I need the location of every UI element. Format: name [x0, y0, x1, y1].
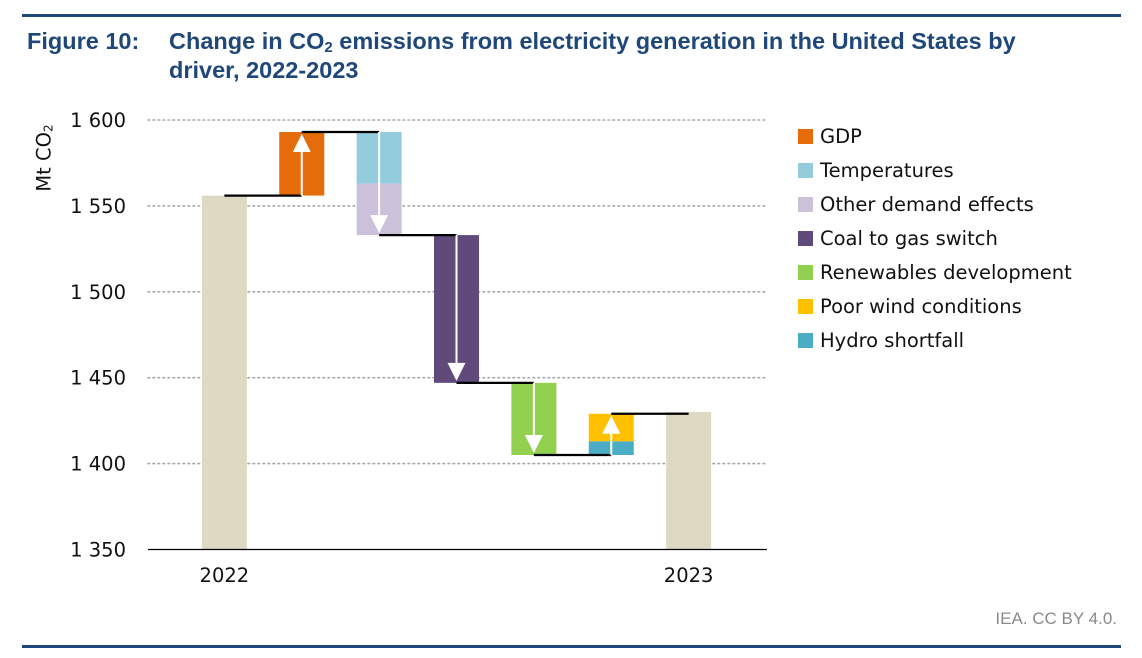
legend-item: Renewables development [798, 255, 1072, 289]
y-tick-label: 1 550 [70, 195, 126, 218]
figure-label: Figure 10: [27, 28, 140, 54]
bar-total-2022 [201, 195, 247, 550]
arrow-up-icon [292, 134, 311, 153]
legend-swatch [798, 332, 813, 348]
arrow-up-icon [602, 415, 621, 434]
top-rule [22, 14, 1121, 17]
legend-swatch [798, 264, 813, 280]
legend-item: Coal to gas switch [798, 221, 1072, 255]
legend-item: Temperatures [798, 153, 1072, 187]
bars [201, 132, 712, 550]
legend: GDP Temperatures Other demand effects Coal … [798, 119, 1072, 357]
legend-swatch [798, 196, 813, 212]
figure-title: Figure 10: Change in CO2 emissions from e… [27, 27, 1127, 85]
x-tick-label: 2022 [200, 564, 250, 587]
legend-swatch [798, 128, 813, 144]
y-tick-label: 1 450 [70, 367, 126, 390]
y-tick-label: 1 600 [70, 109, 126, 132]
bar-total-2023 [666, 412, 712, 550]
legend-label: GDP [820, 124, 862, 148]
legend-label: Coal to gas switch [820, 226, 998, 250]
legend-label: Other demand effects [820, 192, 1034, 216]
legend-label: Poor wind conditions [820, 294, 1022, 318]
y-tick-label: 1 500 [70, 281, 126, 304]
source-credit: IEA. CC BY 4.0. [995, 609, 1117, 628]
x-tick-labels: 2022 2023 [200, 564, 714, 587]
legend-item: Hydro shortfall [798, 323, 1072, 357]
arrow-down-icon [524, 435, 543, 454]
legend-item: Other demand effects [798, 187, 1072, 221]
legend-label: Renewables development [820, 260, 1072, 284]
y-tick-label: 1 400 [70, 453, 126, 476]
title-text-a: Change in CO [169, 28, 325, 54]
legend-item: GDP [798, 119, 1072, 153]
title-subscript: 2 [324, 39, 333, 56]
arrow-down-icon [370, 215, 389, 234]
bottom-rule [22, 645, 1121, 648]
y-tick-labels: 1 350 1 400 1 450 1 500 1 550 1 600 [70, 109, 126, 562]
title-line-1: Figure 10: Change in CO2 emissions from e… [27, 27, 1127, 56]
legend-swatch [798, 162, 813, 178]
legend-swatch [798, 298, 813, 314]
legend-label: Temperatures [820, 158, 954, 182]
connector-lines [224, 130, 689, 457]
title-text-b: emissions from electricity generation in… [332, 28, 1016, 54]
x-tick-label: 2023 [664, 564, 714, 587]
arrows [292, 132, 621, 456]
legend-item: Poor wind conditions [798, 289, 1072, 323]
arrow-down-icon [447, 362, 466, 381]
legend-swatch [798, 230, 813, 246]
title-line-2: driver, 2022-2023 [169, 57, 359, 83]
legend-label: Hydro shortfall [820, 328, 965, 352]
y-tick-label: 1 350 [70, 539, 126, 562]
